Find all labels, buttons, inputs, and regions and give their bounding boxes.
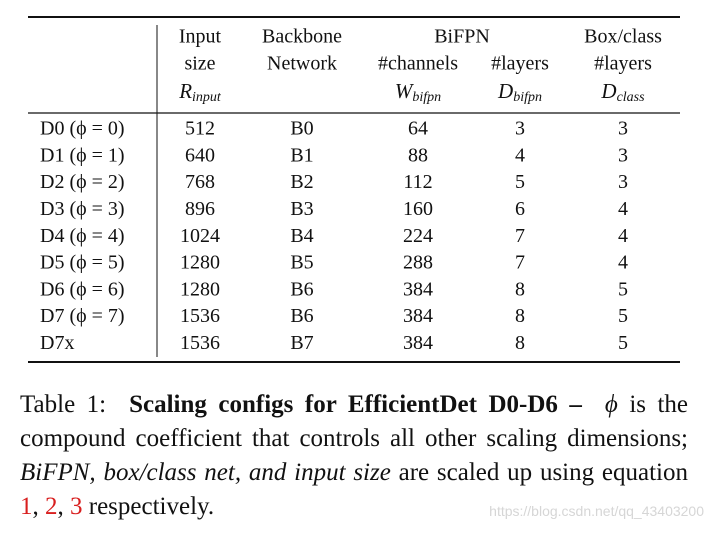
table-cell: 224 xyxy=(403,225,433,247)
equation-ref[interactable]: 1 xyxy=(20,493,33,520)
table-cell: 3 xyxy=(618,118,628,140)
table-cell: 384 xyxy=(403,332,433,354)
symbol-subscript: bifpn xyxy=(412,90,441,105)
caption-bold: Scaling configs for EfficientDet D0-D6 – xyxy=(129,391,582,418)
table-cell: 3 xyxy=(618,171,628,193)
caption-label: Table 1: xyxy=(20,391,107,418)
table-cell: 768 xyxy=(185,171,215,193)
table-cell: 384 xyxy=(403,305,433,327)
header-cell: Network xyxy=(267,53,337,75)
equation-ref[interactable]: 2 xyxy=(45,493,58,520)
caption-text: respectively. xyxy=(88,493,215,520)
header-cell: #channels xyxy=(378,53,458,75)
header-symbol: Wbifpn xyxy=(395,79,441,105)
table-cell: 8 xyxy=(515,332,525,354)
table-cell: B7 xyxy=(290,332,313,354)
row-label: D7 (ϕ = 7) xyxy=(40,305,125,327)
equation-ref[interactable]: 3 xyxy=(70,493,83,520)
table-cell: 112 xyxy=(403,171,432,193)
table-cell: 1536 xyxy=(180,305,220,327)
separator: , xyxy=(32,493,39,520)
table-cell: 3 xyxy=(515,118,525,140)
watermark: https://blog.csdn.net/qq_43403200 xyxy=(489,503,704,519)
row-label: D3 (ϕ = 3) xyxy=(40,198,125,220)
table-cell: 8 xyxy=(515,305,525,327)
row-label: D4 (ϕ = 4) xyxy=(40,225,125,247)
table-cell: 1280 xyxy=(180,278,220,300)
table-cell: B2 xyxy=(290,171,313,193)
symbol-subscript: input xyxy=(192,90,222,105)
table-cell: B5 xyxy=(290,252,313,274)
header-cell: size xyxy=(184,53,215,75)
row-label: D7x xyxy=(40,332,74,354)
table-cell: 6 xyxy=(515,198,525,220)
symbol-subscript: class xyxy=(617,90,646,105)
table-cell: 7 xyxy=(515,225,525,247)
table-cell: 160 xyxy=(403,198,433,220)
table-cell: 5 xyxy=(515,171,525,193)
row-label: D2 (ϕ = 2) xyxy=(40,171,125,193)
caption-italic: BiFPN, box/class net, and input size xyxy=(20,459,391,486)
row-label: D1 (ϕ = 1) xyxy=(40,144,125,166)
table-cell: 4 xyxy=(618,198,628,220)
table-cell: 896 xyxy=(185,198,215,220)
row-label: D5 (ϕ = 5) xyxy=(40,252,125,274)
table-cell: 1536 xyxy=(180,332,220,354)
table-cell: B3 xyxy=(290,198,313,220)
caption-text: are scaled up using equation xyxy=(398,459,688,486)
table-cell: 7 xyxy=(515,252,525,274)
table-cell: 640 xyxy=(185,144,215,166)
table-cell: B4 xyxy=(290,225,313,247)
table-cell: 64 xyxy=(408,118,428,140)
table-cell: 1280 xyxy=(180,252,220,274)
table-cell: B1 xyxy=(290,144,313,166)
symbol-base: D xyxy=(600,79,616,103)
table-cell: 8 xyxy=(515,278,525,300)
header-cell: #layers xyxy=(491,53,549,75)
table-cell: 384 xyxy=(403,278,433,300)
header-cell: Backbone xyxy=(262,26,342,48)
symbol-base: R xyxy=(178,79,192,103)
header-cell: Input xyxy=(179,26,222,48)
caption-symbol: ϕ xyxy=(604,391,618,418)
symbol-subscript: bifpn xyxy=(513,90,542,105)
symbol-base: D xyxy=(497,79,513,103)
table-cell: 5 xyxy=(618,305,628,327)
table-cell: 1024 xyxy=(180,225,220,247)
table-cell: B6 xyxy=(290,278,313,300)
row-label: D6 (ϕ = 6) xyxy=(40,278,125,300)
table-cell: B6 xyxy=(290,305,313,327)
table-cell: B0 xyxy=(290,118,313,140)
header-cell: #layers xyxy=(594,53,652,75)
table-cell: 4 xyxy=(515,144,525,166)
symbol-base: W xyxy=(395,79,415,103)
header-cell: BiFPN xyxy=(434,26,490,48)
row-label: D0 (ϕ = 0) xyxy=(40,118,125,140)
table-cell: 88 xyxy=(408,144,428,166)
table-cell: 5 xyxy=(618,278,628,300)
table-cell: 288 xyxy=(403,252,433,274)
header-cell: Box/class xyxy=(584,26,662,48)
header-symbol: Dbifpn xyxy=(497,79,542,105)
table-cell: 5 xyxy=(618,332,628,354)
table-cell: 512 xyxy=(185,118,215,140)
table: Input Backbone BiFPN Box/class size Network #c… xyxy=(28,16,680,363)
table-cell: 4 xyxy=(618,225,628,247)
header-symbol: Dclass xyxy=(600,79,645,105)
header-symbol: Rinput xyxy=(178,79,222,105)
caption-text: is the compound coefficient that control… xyxy=(20,391,689,452)
caption: Table 1: Scaling configs for EfficientDe… xyxy=(20,388,688,524)
table-cell: 4 xyxy=(618,252,628,274)
table-cell: 3 xyxy=(618,144,628,166)
separator: , xyxy=(57,493,64,520)
